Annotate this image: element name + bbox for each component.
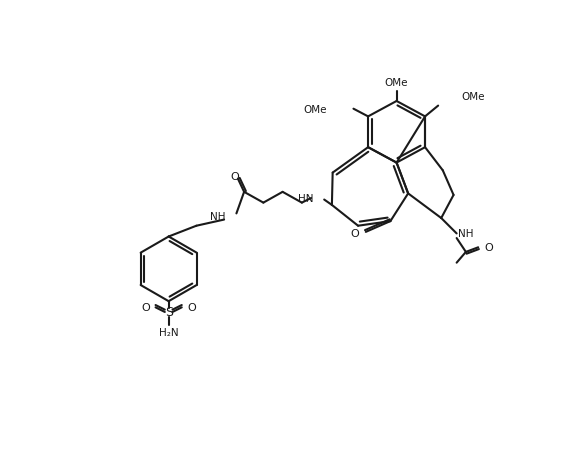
- Text: O: O: [485, 243, 493, 253]
- Text: OMe: OMe: [304, 105, 327, 115]
- Text: OMe: OMe: [385, 78, 408, 88]
- Text: S: S: [165, 306, 173, 319]
- Text: NH: NH: [458, 229, 473, 239]
- Text: NH: NH: [210, 212, 226, 222]
- Text: HN: HN: [298, 193, 314, 203]
- Text: O: O: [188, 302, 196, 312]
- Text: O: O: [351, 229, 360, 239]
- Text: H₂N: H₂N: [159, 327, 179, 337]
- Text: O: O: [230, 171, 239, 181]
- Text: O: O: [141, 302, 150, 312]
- Text: OMe: OMe: [461, 92, 485, 102]
